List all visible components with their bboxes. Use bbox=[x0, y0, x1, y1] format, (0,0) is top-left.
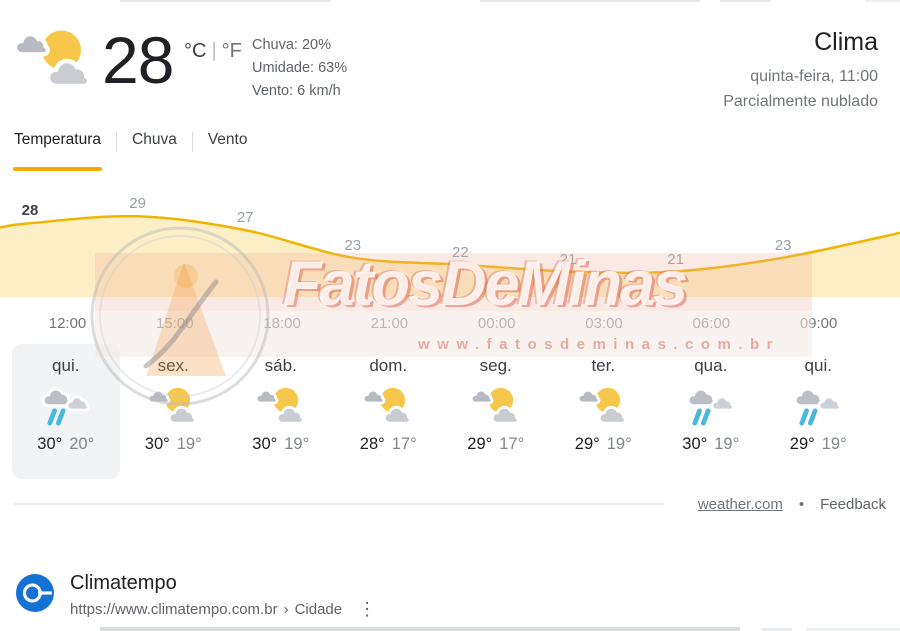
temp-point-label: 22 bbox=[452, 243, 469, 261]
unit-toggle: °C | °F bbox=[184, 40, 242, 63]
temp-point-label: 28 bbox=[21, 202, 39, 220]
tab-temperatura[interactable]: Temperatura bbox=[13, 131, 103, 171]
low-temp: 19° bbox=[606, 435, 632, 453]
cutoff-content-bottom bbox=[100, 627, 740, 631]
location-header: Clima quinta-feira, 11:00 Parcialmente n… bbox=[723, 28, 878, 114]
wind-detail: Vento: 6 km/h bbox=[252, 83, 341, 99]
low-temp: 19° bbox=[176, 435, 202, 453]
rain-icon bbox=[39, 383, 93, 429]
forecast-day[interactable]: qua. 30° 19° bbox=[682, 356, 740, 453]
partly-cloudy-icon bbox=[146, 383, 200, 429]
attribution-row: weather.com • Feedback bbox=[698, 496, 886, 513]
cutoff-content-bottom bbox=[806, 628, 900, 631]
hour-tick-label: 12:00 bbox=[48, 315, 87, 332]
high-temp: 30° bbox=[144, 435, 170, 453]
weather-details: Chuva: 20% Umidade: 63% Vento: 6 km/h bbox=[252, 34, 347, 103]
dot-separator: • bbox=[798, 496, 805, 513]
temp-point-label: 21 bbox=[559, 250, 577, 268]
tab-separator bbox=[116, 132, 118, 152]
hour-tick-label: 18:00 bbox=[263, 315, 301, 332]
temp-point-label: 29 bbox=[129, 195, 146, 213]
temp-point-label: 23 bbox=[774, 236, 792, 254]
tab-vento[interactable]: Vento bbox=[207, 131, 248, 148]
partly-cloudy-icon bbox=[469, 383, 523, 429]
forecast-day[interactable]: qui. 29° 19° bbox=[789, 356, 847, 453]
result-url[interactable]: https://www.climatempo.com.br bbox=[70, 600, 278, 618]
partly-cloudy-icon bbox=[254, 383, 308, 429]
chart-tabs: Temperatura Chuva Vento bbox=[13, 131, 248, 171]
cutoff-content-top bbox=[720, 0, 770, 2]
high-temp: 29° bbox=[574, 435, 600, 453]
climatempo-favicon-icon bbox=[16, 574, 54, 612]
partly-cloudy-icon bbox=[361, 383, 415, 429]
hour-tick-label: 06:00 bbox=[692, 315, 731, 332]
low-temp: 19° bbox=[714, 435, 740, 453]
rain-icon bbox=[684, 383, 738, 429]
high-temp: 30° bbox=[252, 435, 278, 453]
forecast-day[interactable]: dom. 28° 17° bbox=[359, 356, 417, 453]
hour-tick-label: 15:00 bbox=[156, 315, 194, 332]
more-options-icon[interactable]: ⋮ bbox=[358, 599, 377, 619]
hour-tick-label: 03:00 bbox=[585, 315, 623, 332]
temp-point-label: 21 bbox=[667, 250, 684, 268]
hour-tick-label: 21:00 bbox=[370, 315, 409, 332]
active-tab-underline bbox=[13, 167, 103, 171]
temp-point-label: 27 bbox=[236, 209, 254, 227]
low-temp: 19° bbox=[284, 435, 310, 453]
high-temp: 30° bbox=[37, 435, 63, 453]
cutoff-content-bottom bbox=[762, 628, 792, 631]
temperature-chart: 28 29 27 23 22 21 21 23 12:00 15:00 18:00 21:00 00:… bbox=[0, 185, 900, 345]
datetime-label: quinta-feira, 11:00 bbox=[750, 68, 878, 85]
chart-line bbox=[0, 214, 900, 275]
result-breadcrumb[interactable]: Cidade bbox=[294, 600, 343, 618]
tab-separator bbox=[191, 132, 193, 152]
forecast-day[interactable]: sex. 30° 19° bbox=[144, 356, 202, 453]
forecast-day[interactable]: ter. 29° 19° bbox=[574, 356, 632, 453]
breadcrumb-chevron: › bbox=[283, 600, 289, 618]
partly-cloudy-icon bbox=[576, 383, 630, 429]
cutoff-content-top bbox=[865, 0, 900, 2]
hour-tick-label: 09:00 bbox=[799, 315, 838, 332]
high-temp: 29° bbox=[789, 435, 815, 453]
high-temp: 29° bbox=[467, 435, 493, 453]
low-temp: 17° bbox=[391, 435, 417, 453]
cutoff-content-top bbox=[480, 0, 700, 2]
forecast-day[interactable]: qui. 30° 20° bbox=[12, 344, 120, 479]
feedback-link[interactable]: Feedback bbox=[820, 496, 886, 513]
current-temperature: 28 bbox=[102, 23, 174, 97]
precipitation-detail: Chuva: 20% bbox=[252, 37, 331, 53]
hour-tick-label: 00:00 bbox=[477, 315, 516, 332]
divider bbox=[14, 503, 664, 505]
forecast-day[interactable]: seg. 29° 17° bbox=[467, 356, 525, 453]
weather-source-link[interactable]: weather.com bbox=[697, 496, 783, 513]
condition-label: Parcialmente nublado bbox=[723, 93, 878, 110]
low-temp: 20° bbox=[69, 435, 95, 453]
search-result: Climatempo https://www.climatempo.com.br… bbox=[16, 572, 376, 618]
result-site-name[interactable]: Climatempo bbox=[70, 572, 177, 594]
rain-icon bbox=[791, 383, 845, 429]
temp-point-label: 23 bbox=[344, 236, 362, 254]
chart-area-fill bbox=[0, 216, 900, 297]
low-temp: 17° bbox=[499, 435, 525, 453]
forecast-day[interactable]: sáb. 30° 19° bbox=[252, 356, 310, 453]
low-temp: 19° bbox=[821, 435, 847, 453]
widget-title: Clima bbox=[814, 28, 878, 56]
celsius-toggle[interactable]: °C bbox=[184, 40, 207, 62]
fahrenheit-toggle[interactable]: °F bbox=[221, 40, 242, 62]
high-temp: 28° bbox=[359, 435, 385, 453]
tab-chuva[interactable]: Chuva bbox=[132, 131, 177, 148]
cutoff-content-top bbox=[120, 0, 330, 2]
daily-forecast: qui. 30° 20° sex. 30° 19° sáb. 30° 19° dom.… bbox=[12, 344, 878, 479]
unit-separator: | bbox=[211, 40, 217, 62]
humidity-detail: Umidade: 63% bbox=[252, 60, 348, 76]
partly-cloudy-icon bbox=[12, 26, 96, 92]
high-temp: 30° bbox=[682, 435, 708, 453]
